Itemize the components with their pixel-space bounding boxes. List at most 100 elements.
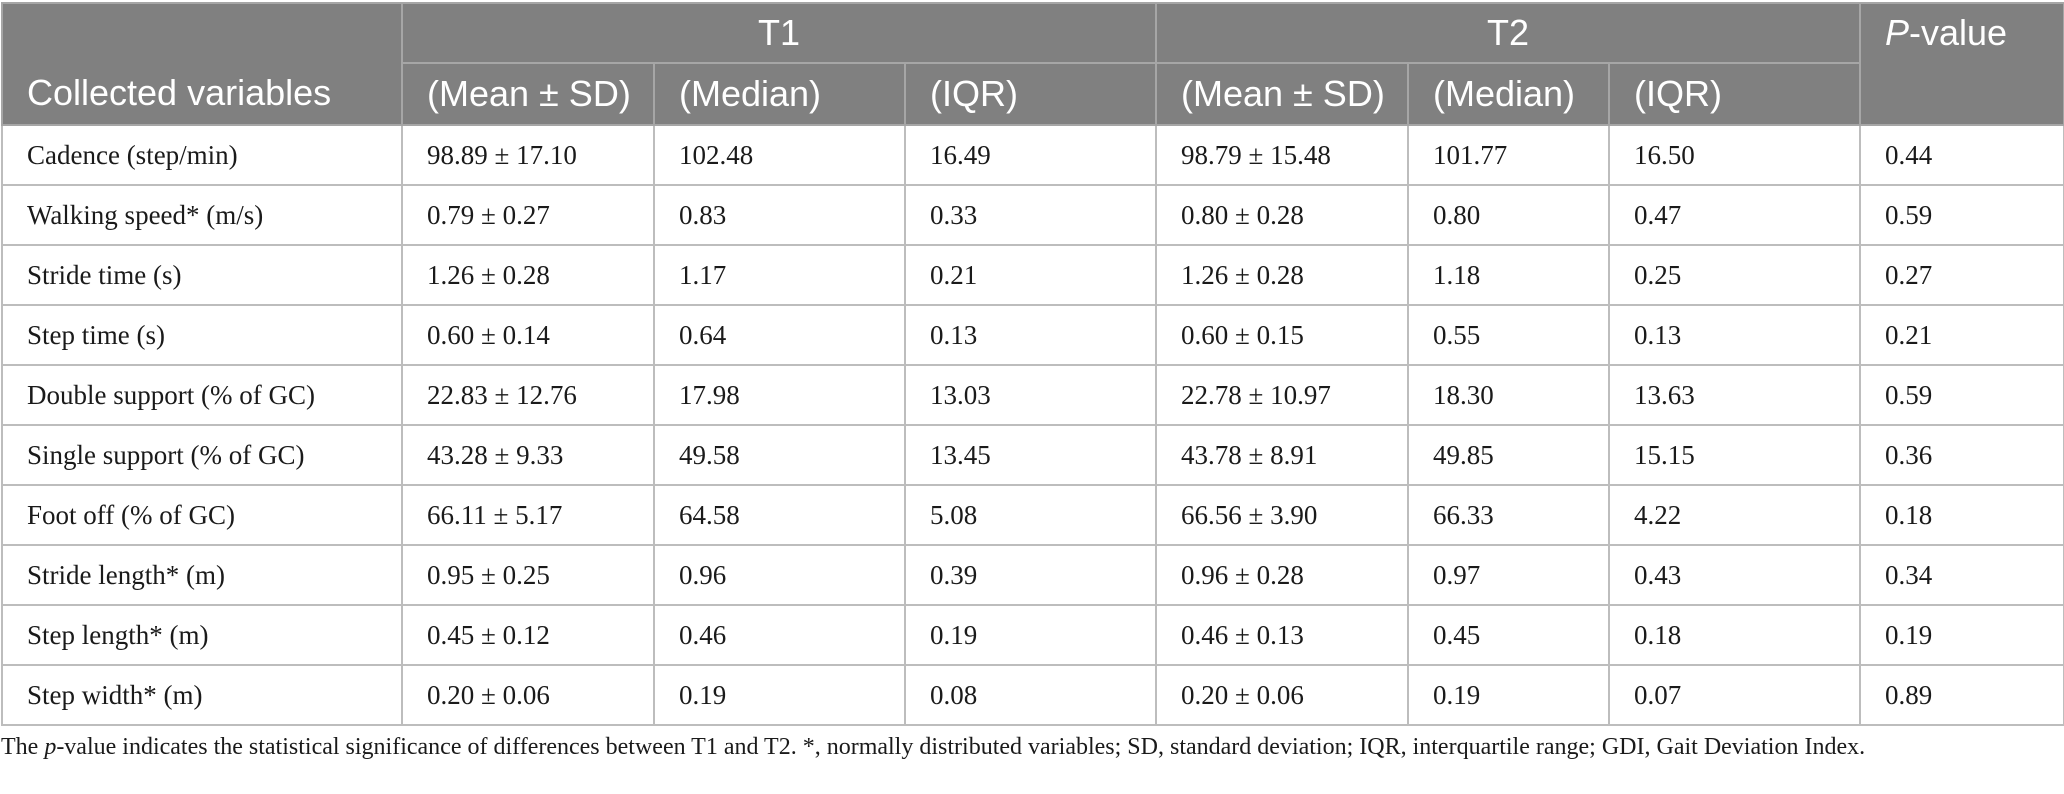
cell-t2-mean-sd: 0.20 ± 0.06 — [1155, 664, 1409, 726]
cell-variable-name: Stride time (s) — [1, 244, 403, 306]
cell-t1-mean-sd: 0.60 ± 0.14 — [401, 304, 655, 366]
cell-p-value: 0.18 — [1859, 484, 2064, 546]
header-group-t2: T2 — [1155, 2, 1861, 64]
cell-t2-median: 0.97 — [1407, 544, 1610, 606]
cell-t1-iqr: 16.49 — [904, 124, 1157, 186]
cell-p-value: 0.89 — [1859, 664, 2064, 726]
cell-p-value: 0.44 — [1859, 124, 2064, 186]
cell-t1-mean-sd: 0.79 ± 0.27 — [401, 184, 655, 246]
cell-t2-mean-sd: 0.96 ± 0.28 — [1155, 544, 1409, 606]
header-p-italic: P — [1885, 12, 1910, 53]
cell-t1-median: 0.64 — [653, 304, 906, 366]
table-row: Stride time (s) 1.26 ± 0.28 1.17 0.21 1.26 ±… — [1, 244, 2064, 306]
table-footnote: The p-value indicates the statistical si… — [1, 734, 2064, 761]
cell-t1-mean-sd: 0.20 ± 0.06 — [401, 664, 655, 726]
cell-t1-mean-sd: 0.45 ± 0.12 — [401, 604, 655, 666]
cell-variable-name: Step time (s) — [1, 304, 403, 366]
header-p-rest: -value — [1909, 12, 2008, 53]
header-t2-iqr: (IQR) — [1608, 62, 1861, 126]
cell-t2-mean-sd: 0.46 ± 0.13 — [1155, 604, 1409, 666]
cell-t2-median: 66.33 — [1407, 484, 1610, 546]
header-collected-variables: Collected variables — [1, 2, 403, 126]
header-row-groups: Collected variables T1 T2 P-value — [1, 2, 2064, 126]
cell-t2-mean-sd: 0.80 ± 0.28 — [1155, 184, 1409, 246]
cell-t2-mean-sd: 98.79 ± 15.48 — [1155, 124, 1409, 186]
cell-t1-median: 0.96 — [653, 544, 906, 606]
cell-p-value: 0.21 — [1859, 304, 2064, 366]
cell-variable-name: Foot off (% of GC) — [1, 484, 403, 546]
cell-t2-iqr: 0.07 — [1608, 664, 1861, 726]
cell-t2-iqr: 13.63 — [1608, 364, 1861, 426]
header-t2-median: (Median) — [1407, 62, 1610, 126]
table-row: Step time (s) 0.60 ± 0.14 0.64 0.13 0.60 ± 0… — [1, 304, 2064, 366]
cell-t2-median: 0.80 — [1407, 184, 1610, 246]
cell-t1-iqr: 0.21 — [904, 244, 1157, 306]
cell-t1-iqr: 13.45 — [904, 424, 1157, 486]
cell-variable-name: Cadence (step/min) — [1, 124, 403, 186]
cell-t1-mean-sd: 43.28 ± 9.33 — [401, 424, 655, 486]
cell-t2-median: 18.30 — [1407, 364, 1610, 426]
cell-t2-iqr: 0.47 — [1608, 184, 1861, 246]
cell-t2-median: 0.19 — [1407, 664, 1610, 726]
header-t1-iqr: (IQR) — [904, 62, 1157, 126]
header-t1-mean-sd: (Mean ± SD) — [401, 62, 655, 126]
footnote-text: -value indicates the statistical signifi… — [56, 734, 1866, 760]
table-row: Stride length* (m) 0.95 ± 0.25 0.96 0.39 0.9… — [1, 544, 2064, 606]
cell-t1-iqr: 0.19 — [904, 604, 1157, 666]
cell-variable-name: Walking speed* (m/s) — [1, 184, 403, 246]
cell-t1-median: 64.58 — [653, 484, 906, 546]
cell-variable-name: Double support (% of GC) — [1, 364, 403, 426]
cell-p-value: 0.27 — [1859, 244, 2064, 306]
cell-t2-iqr: 0.13 — [1608, 304, 1861, 366]
cell-t2-iqr: 4.22 — [1608, 484, 1861, 546]
cell-p-value: 0.59 — [1859, 184, 2064, 246]
cell-p-value: 0.34 — [1859, 544, 2064, 606]
cell-t1-median: 0.46 — [653, 604, 906, 666]
cell-t2-median: 0.55 — [1407, 304, 1610, 366]
cell-p-value: 0.59 — [1859, 364, 2064, 426]
table-row: Foot off (% of GC) 66.11 ± 5.17 64.58 5.08 6… — [1, 484, 2064, 546]
cell-t1-median: 102.48 — [653, 124, 906, 186]
header-t2-mean-sd: (Mean ± SD) — [1155, 62, 1409, 126]
cell-t2-iqr: 15.15 — [1608, 424, 1861, 486]
cell-variable-name: Step width* (m) — [1, 664, 403, 726]
cell-t2-median: 101.77 — [1407, 124, 1610, 186]
cell-t1-median: 0.19 — [653, 664, 906, 726]
cell-t1-mean-sd: 0.95 ± 0.25 — [401, 544, 655, 606]
table-row: Cadence (step/min) 98.89 ± 17.10 102.48 16.… — [1, 124, 2064, 186]
gait-variables-table: Collected variables T1 T2 P-value (Mean … — [1, 2, 2064, 726]
cell-t2-median: 49.85 — [1407, 424, 1610, 486]
cell-t1-median: 17.98 — [653, 364, 906, 426]
cell-t2-mean-sd: 0.60 ± 0.15 — [1155, 304, 1409, 366]
cell-t2-mean-sd: 43.78 ± 8.91 — [1155, 424, 1409, 486]
cell-t2-mean-sd: 22.78 ± 10.97 — [1155, 364, 1409, 426]
header-p-value: P-value — [1859, 2, 2064, 126]
table-row: Step width* (m) 0.20 ± 0.06 0.19 0.08 0.20 ±… — [1, 664, 2064, 726]
header-group-t1: T1 — [401, 2, 1157, 64]
table-row: Walking speed* (m/s) 0.79 ± 0.27 0.83 0.33 0… — [1, 184, 2064, 246]
table-header: Collected variables T1 T2 P-value (Mean … — [1, 2, 2064, 126]
cell-t1-mean-sd: 66.11 ± 5.17 — [401, 484, 655, 546]
cell-p-value: 0.19 — [1859, 604, 2064, 666]
cell-t2-iqr: 16.50 — [1608, 124, 1861, 186]
cell-t2-median: 0.45 — [1407, 604, 1610, 666]
cell-t2-mean-sd: 66.56 ± 3.90 — [1155, 484, 1409, 546]
cell-t2-median: 1.18 — [1407, 244, 1610, 306]
table-body: Cadence (step/min) 98.89 ± 17.10 102.48 16.… — [1, 124, 2064, 726]
header-t1-median: (Median) — [653, 62, 906, 126]
cell-t1-mean-sd: 1.26 ± 0.28 — [401, 244, 655, 306]
cell-t1-iqr: 0.33 — [904, 184, 1157, 246]
cell-t1-mean-sd: 22.83 ± 12.76 — [401, 364, 655, 426]
table-container: Collected variables T1 T2 P-value (Mean … — [1, 2, 2064, 761]
cell-t1-iqr: 0.13 — [904, 304, 1157, 366]
cell-variable-name: Stride length* (m) — [1, 544, 403, 606]
cell-p-value: 0.36 — [1859, 424, 2064, 486]
footnote-p-italic: p — [44, 734, 57, 760]
cell-variable-name: Single support (% of GC) — [1, 424, 403, 486]
cell-t1-iqr: 13.03 — [904, 364, 1157, 426]
cell-t1-iqr: 0.39 — [904, 544, 1157, 606]
cell-t2-iqr: 0.43 — [1608, 544, 1861, 606]
cell-t1-median: 1.17 — [653, 244, 906, 306]
cell-t1-iqr: 0.08 — [904, 664, 1157, 726]
cell-t1-median: 49.58 — [653, 424, 906, 486]
